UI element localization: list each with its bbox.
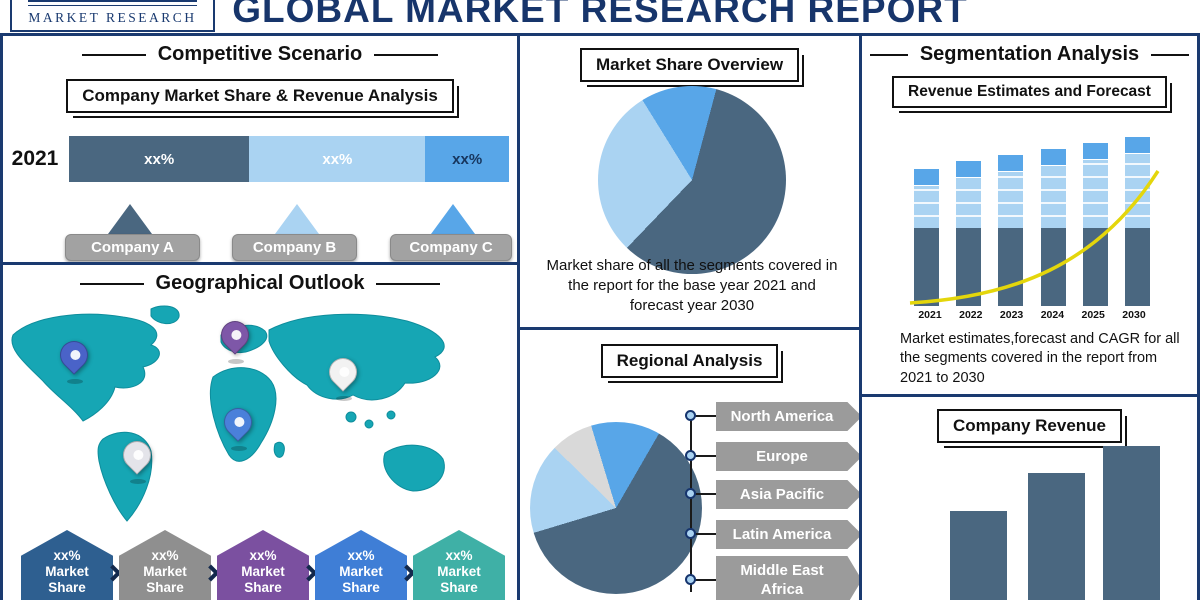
stacked-bar-2024 (1040, 149, 1066, 306)
revenue-forecast-stacked-bars (914, 136, 1150, 306)
report-title: GLOBAL MARKET RESEARCH REPORT (232, 0, 968, 30)
revenue-bar-3 (1103, 446, 1160, 600)
segmentation-subtitle: Revenue Estimates and Forecast (892, 76, 1172, 113)
revenue-bar-2 (1028, 473, 1085, 600)
panel-title: Geographical Outlook (155, 272, 365, 294)
segmentation-analysis-panel: Segmentation Analysis Revenue Estimates … (859, 33, 1200, 397)
logo-stripe-thin (28, 4, 197, 6)
company-c-label: Company C (390, 234, 512, 261)
market-share-badge: xx% Market Share (217, 530, 309, 600)
region-label-asia-pacific: Asia Pacific (716, 480, 859, 509)
geographical-outlook-panel: Geographical Outlook xx% Market Share xx… (0, 262, 520, 600)
panel-title: Company Revenue (936, 409, 1128, 448)
map-pin-icon (54, 335, 94, 384)
stacked-bar: xx% xx% xx% (69, 136, 509, 182)
map-pin-icon (215, 315, 255, 364)
market-share-badge: xx% Market Share (413, 530, 505, 600)
company-b-label: Company B (232, 234, 357, 261)
revenue-bar-1 (950, 511, 1007, 600)
competitive-scenario-panel: Competitive Scenario Company Market Shar… (0, 33, 520, 265)
bar-segment-company-a: xx% (69, 136, 250, 182)
region-label-europe: Europe (716, 442, 859, 471)
connector-line (690, 414, 692, 592)
year-label: 2021 (11, 147, 59, 170)
company-revenue-panel: Company Revenue (859, 394, 1200, 600)
competitive-subtitle: Company Market Share & Revenue Analysis (66, 79, 459, 118)
triangle-marker-icon (431, 204, 475, 234)
connector-dot (685, 450, 696, 461)
regional-pie-chart (530, 422, 702, 594)
company-a-label: Company A (65, 234, 200, 261)
market-share-badge: xx% Market Share (119, 530, 211, 600)
market-share-description: Market share of all the segments covered… (546, 257, 838, 314)
market-share-overview-panel: Market Share Overview Market share of al… (517, 33, 862, 330)
region-label-latin-america: Latin America (716, 520, 859, 549)
stacked-bar-2023 (998, 155, 1024, 306)
market-share-badge: xx% Market Share (21, 530, 113, 600)
market-share-stacked-bar: 2021 xx% xx% xx% (9, 136, 509, 182)
logo-stripe (28, 0, 197, 2)
segmentation-title-row: Segmentation Analysis (862, 43, 1197, 66)
stacked-bar-2022 (956, 161, 982, 306)
triangle-marker-icon (275, 204, 319, 234)
panel-title: Regional Analysis (600, 344, 784, 383)
map-pin-icon (323, 352, 363, 401)
stacked-bar-2025 (1082, 143, 1108, 306)
connector-dot (685, 528, 696, 539)
region-label-middle-east-africa: Middle East Africa (716, 556, 859, 600)
panel-title: Segmentation Analysis (919, 43, 1140, 65)
geo-title-row: Geographical Outlook (3, 272, 517, 295)
bar-segment-company-c: xx% (425, 136, 509, 182)
regional-analysis-panel: Regional Analysis North America Europe A… (517, 327, 862, 600)
map-pin-icon (117, 435, 157, 484)
connector-dot (685, 574, 696, 585)
segmentation-description: Market estimates,forecast and CAGR for a… (900, 331, 1180, 386)
bar-segment-company-b: xx% (249, 136, 426, 182)
panel-title: Competitive Scenario (157, 43, 363, 65)
logo-text: MARKET RESEARCH (28, 10, 197, 25)
brand-logo: MARKET RESEARCH (10, 0, 215, 32)
stacked-bar-2030 (1124, 137, 1150, 306)
market-share-pie-chart (598, 86, 786, 274)
world-map (11, 305, 445, 522)
region-label-north-america: North America (716, 402, 859, 431)
connector-dot (685, 488, 696, 499)
market-share-badge: xx% Market Share (315, 530, 407, 600)
year-axis-labels: 2021 2022 2023 2024 2025 2030 (918, 309, 1146, 321)
competitive-title-row: Competitive Scenario (3, 43, 517, 66)
connector-dot (685, 410, 696, 421)
triangle-marker-icon (108, 204, 152, 234)
map-pin-icon (218, 402, 258, 451)
panel-title: Market Share Overview (579, 48, 805, 87)
stacked-bar-2021 (914, 169, 939, 306)
